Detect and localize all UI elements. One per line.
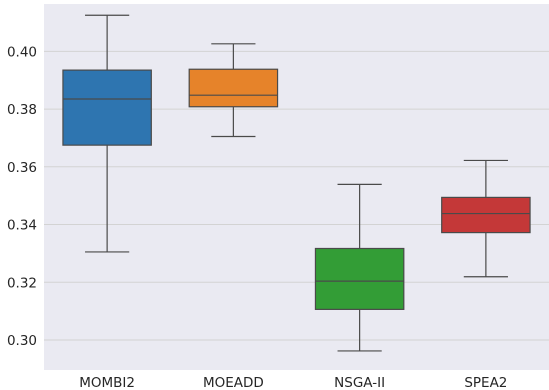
x-tick-label: MOEADD	[203, 375, 264, 390]
x-tick-label: SPEA2	[464, 375, 507, 390]
boxes	[62, 14, 531, 352]
box-iqr	[62, 69, 152, 146]
y-tick-label: 0.38	[7, 102, 37, 118]
y-tick-label: 0.34	[7, 218, 37, 234]
box-mombi2	[62, 14, 152, 253]
y-tick-label: 0.30	[7, 333, 37, 349]
box-moeadd	[188, 43, 279, 138]
x-tick-label: MOMBI2	[79, 375, 135, 390]
y-tick-label: 0.32	[7, 275, 37, 291]
y-tick-labels: 0.30 0.32 0.34 0.36 0.38 0.40	[7, 44, 37, 349]
box-iqr	[314, 247, 405, 310]
box-iqr	[188, 68, 279, 108]
box-iqr	[441, 196, 531, 234]
x-tick-label: NSGA-II	[334, 375, 385, 390]
y-tick-label: 0.40	[7, 44, 37, 60]
box-nsga-ii	[314, 183, 405, 352]
y-tick-label: 0.36	[7, 160, 37, 176]
box-spea2	[441, 159, 531, 278]
plot-area	[44, 4, 549, 370]
x-tick-labels: MOMBI2 MOEADD NSGA-II SPEA2	[79, 375, 507, 390]
